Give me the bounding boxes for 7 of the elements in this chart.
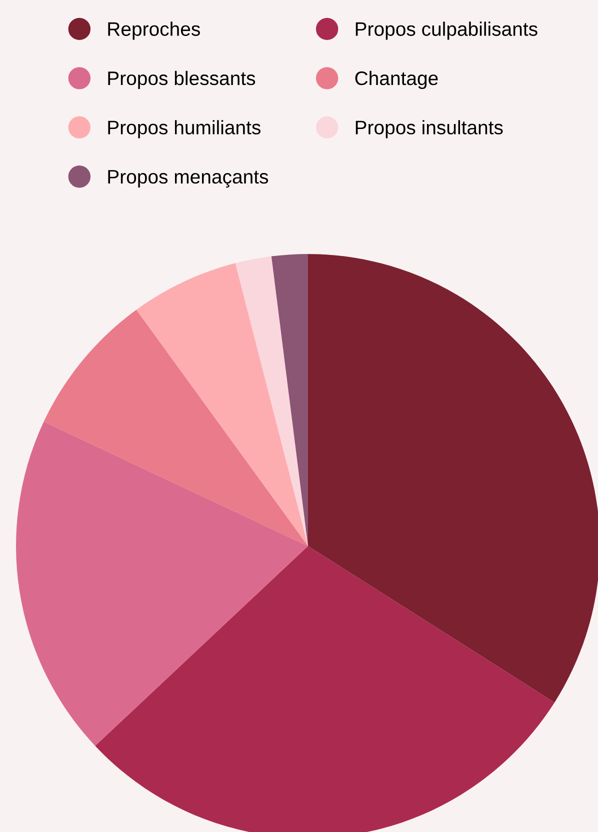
- legend-label: Propos culpabilisants: [356, 22, 538, 40]
- legend-label: Reproches: [108, 22, 200, 40]
- legend-label: Propos insultants: [356, 120, 503, 138]
- legend-label: Propos blessants: [108, 70, 256, 90]
- legend-label: Chantage: [355, 70, 438, 90]
- legend-label: Propos humiliants: [108, 120, 260, 138]
- legend-label: Propos menaçants: [108, 170, 268, 188]
